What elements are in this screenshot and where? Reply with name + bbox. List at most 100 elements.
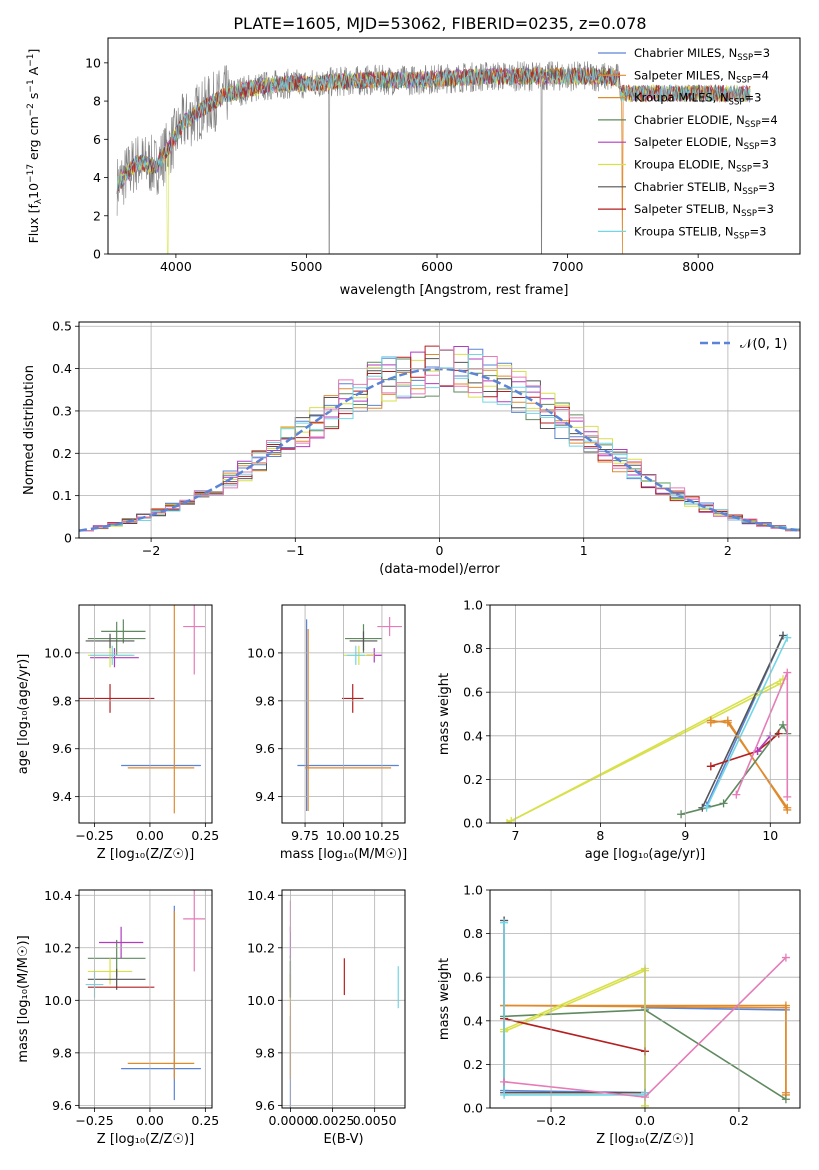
y-tick-label: 8 [93,94,101,109]
y-axis-label-part: erg cm [26,116,41,164]
data-point-5 [90,648,139,668]
x-tick-label: 2 [724,543,732,558]
x-tick-label: 7 [512,828,520,843]
legend-name: Salpeter STELIB, N [634,202,741,216]
series-marker [719,799,728,808]
x-tick-label: 10 [762,828,778,843]
data-point-10 [377,616,402,637]
y-tick-label: 10.0 [247,993,275,1008]
legend-name: Kroupa STELIB, N [634,224,734,238]
y-tick-label: 9.8 [52,1045,72,1060]
x-axis-label: Z [log₁₀(Z/Z☉)] [97,847,194,862]
series-marker [732,790,741,799]
data-point-7 [349,631,378,651]
legend-suffix: =3 [744,91,761,105]
legend-entry: Kroupa MILES, NSSP=3 [634,91,761,108]
axes-frame [281,889,406,1109]
series-line-7 [503,1017,646,1053]
legend-sub: SSP [736,75,752,85]
x-axis-label: (data-model)/error [379,562,500,577]
plot-area [289,900,399,1108]
series-line-8 [756,735,771,752]
legend-sub: SSP [734,231,750,241]
data-point-8 [79,684,155,713]
x-tick-label: −2 [142,543,160,558]
series-marker [783,668,792,677]
plot-area [79,605,206,814]
x-tick-label: 0.0025 [311,1113,355,1128]
series-marker [677,810,686,819]
x-tick-label: 1 [580,543,588,558]
x-axis-label: Z [log₁₀(Z/Z☉)] [97,1132,194,1147]
x-tick-label: 8 [596,828,604,843]
x-tick-label: 0.2 [729,1113,749,1128]
panel-age-vs-mass: 9.75 10.00 10.25 9.4 9.6 9.8 10.0 mass [log₁₀(M… [247,604,407,862]
axes-frame [78,321,801,539]
legend-sub: SSP [745,120,761,130]
y-tick-label: 9.4 [255,789,275,804]
y-tick-label: 6 [93,132,101,147]
legend-name: Chabrier MILES, N [634,46,737,60]
model-line-8 [116,67,751,194]
legend-entry: Chabrier STELIB, NSSP=3 [634,180,775,197]
axes-frame [489,889,801,1109]
data-point-10 [183,890,206,972]
data-point-5 [98,926,144,959]
y-tick-label: 2 [93,208,101,223]
x-axis-label: wavelength [Angstrom, rest frame] [340,283,569,298]
panel-age-vs-Z: −0.25 0.00 0.25 9.4 9.6 9.8 10.0 Z [log₁₀(Z/Z☉)… [16,604,219,862]
series-marker [500,1077,509,1086]
series-marker [781,953,790,962]
series-marker [783,792,792,801]
legend-sub: SSP [729,98,745,108]
y-tick-label: 1.0 [463,598,483,613]
y-tick-label: 0.4 [463,728,483,743]
data-point-8 [341,684,364,713]
y-tick-label: 9.8 [255,693,275,708]
y-axis-label-part: λ [34,198,44,204]
y-tick-label: 9.8 [52,693,72,708]
legend-suffix: =3 [752,158,769,172]
plot-area [297,616,402,812]
x-axis-label: age [log₁₀(age/yr)] [585,847,706,862]
legend-entry: Kroupa STELIB, NSSP=3 [634,224,766,241]
y-axis-label: Flux [fλ10−17 erg cm−2 s−1 A−1] [26,49,44,244]
legend-suffix: =4 [761,113,778,127]
legend-sub: SSP [741,209,757,219]
y-axis-label-part: s [26,93,41,104]
legend-entry: Kroupa ELODIE, NSSP=3 [634,158,769,175]
y-tick-label: 0.4 [52,361,72,376]
model-line-4 [116,67,751,194]
x-tick-label: −1 [286,543,304,558]
gaussian-curve [79,367,798,532]
y-tick-label: 10.0 [44,993,72,1008]
data-point-3 [87,621,146,656]
data-point-7 [85,633,135,649]
legend-suffix: =3 [749,224,766,238]
legend-sub: SSP [737,53,753,63]
panel-mass-weight-vs-Z: −0.2 0.0 0.2 0.0 0.2 0.4 0.6 0.8 1.0 Z [log₁₀(Z/Z… [437,883,801,1147]
series-line-2 [510,678,784,822]
y-axis-label-part: −1 [26,54,36,67]
x-axis-label: Z [log₁₀(Z/Z☉)] [596,1132,693,1147]
legend-suffix: =3 [760,135,777,149]
series-marker [500,1090,509,1099]
legend-suffix: =3 [758,180,775,194]
y-axis-label: mass weight [437,673,452,755]
x-tick-label: 10.00 [326,828,362,843]
y-tick-label: 9.6 [255,1098,275,1113]
y-tick-label: 10.2 [44,940,72,955]
y-tick-label: 0.6 [463,685,483,700]
legend-entry: Chabrier ELODIE, NSSP=4 [634,113,778,130]
series-line-5 [503,969,646,1106]
x-tick-label: 4000 [160,259,192,274]
x-tick-label: −0.2 [536,1113,566,1128]
x-tick-label: 0.25 [191,828,219,843]
legend-entry: Salpeter STELIB, NSSP=3 [634,202,774,219]
y-axis-label: mass weight [437,958,452,1040]
plot-area [502,631,792,823]
x-tick-label: 0.00 [136,1113,164,1128]
y-tick-label: 0.2 [463,772,483,787]
y-tick-label: 10.4 [44,888,72,903]
legend-name: Chabrier ELODIE, N [634,113,745,127]
